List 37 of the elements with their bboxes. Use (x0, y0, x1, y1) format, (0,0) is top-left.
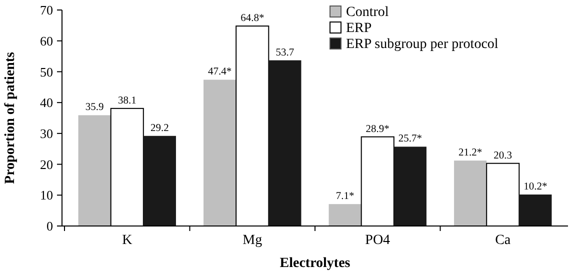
x-axis-title: Electrolytes (280, 256, 351, 271)
x-tick-label: K (122, 233, 132, 248)
data-label: 47.4* (208, 66, 232, 78)
x-tick-label: Ca (495, 233, 512, 248)
y-tick-label: 10 (40, 188, 53, 203)
data-label: 25.7* (398, 134, 422, 145)
y-tick-label: 20 (40, 156, 53, 172)
y-tick-label: 60 (40, 33, 53, 48)
data-label: 29.2 (150, 122, 169, 134)
data-label: 64.8* (240, 13, 264, 24)
data-label: 38.1 (118, 95, 136, 106)
x-tick-label: PO4 (365, 233, 390, 248)
y-tick-label: 50 (40, 64, 53, 80)
legend-label: ERP subgroup per protocol (346, 37, 498, 52)
data-label: 7.1* (336, 191, 354, 202)
bar (519, 194, 552, 226)
bar (143, 136, 176, 226)
bar (328, 204, 362, 226)
data-label: 21.2* (458, 148, 482, 159)
data-label: 28.9* (366, 124, 390, 135)
bar (204, 80, 236, 226)
y-tick-label: 30 (40, 126, 53, 141)
y-tick-label: 40 (40, 95, 53, 110)
data-label: 53.7 (276, 47, 294, 58)
y-axis-title: Proportion of patients (3, 51, 18, 184)
x-tick-label: Mg (242, 233, 262, 248)
data-label: 35.9 (85, 102, 104, 114)
bar (454, 160, 487, 226)
legend-label: ERP (346, 21, 372, 36)
legend-label: Control (346, 5, 389, 20)
y-tick-label: 0 (46, 218, 53, 234)
data-label: 20.3 (494, 150, 512, 162)
y-tick-label: 70 (40, 2, 53, 18)
bar (78, 115, 111, 226)
data-label: 10.2* (524, 182, 548, 193)
bar (394, 146, 426, 226)
bar (268, 60, 302, 226)
